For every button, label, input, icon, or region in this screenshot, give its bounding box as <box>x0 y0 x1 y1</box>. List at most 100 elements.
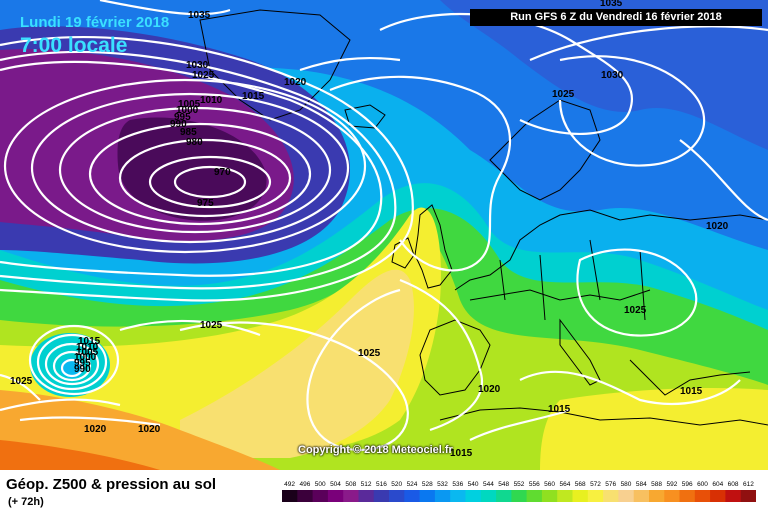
scale-tick-label: 548 <box>498 481 509 488</box>
scale-swatch <box>679 490 696 502</box>
isobar-small-low-1 <box>60 358 84 378</box>
scale-swatch <box>434 490 451 502</box>
scale-tick-label: 520 <box>391 481 402 488</box>
isobar-1015-south <box>469 408 571 441</box>
isobar-1020-west <box>0 398 121 412</box>
scale-tick-label: 552 <box>514 481 525 488</box>
scale-tick-label: 588 <box>651 481 662 488</box>
scale-tick-label: 540 <box>468 481 479 488</box>
forecast-date: Lundi 19 février 2018 <box>20 14 170 31</box>
scale-swatch <box>633 490 650 502</box>
isobar-label: 1020 <box>138 424 161 435</box>
scale-swatch <box>572 490 589 502</box>
isobar-label: 1025 <box>358 348 381 359</box>
scale-tick-label: 596 <box>682 481 693 488</box>
geopotential-band-deep-blue <box>440 0 768 150</box>
isobar-label: 1030 <box>186 60 209 71</box>
scale-tick-label: 508 <box>345 481 356 488</box>
scale-swatch <box>465 490 482 502</box>
isobar-small-low-4 <box>36 333 108 391</box>
isobar-1020-north <box>299 56 401 72</box>
scale-swatch <box>526 490 543 502</box>
copyright-notice: Copyright © 2018 Meteociel.fr <box>298 444 453 456</box>
isobar-label: 1015 <box>78 336 101 347</box>
isobar-small-low-2 <box>52 350 92 382</box>
isobar-1025-atlantic <box>179 288 409 452</box>
isobar-1015-mediterranean <box>519 370 741 406</box>
scale-swatch <box>419 490 436 502</box>
isobar-label: 985 <box>180 127 197 138</box>
isobar-1015 <box>0 36 414 302</box>
geopotential-band-red-orange <box>0 440 160 470</box>
isobar-small-low-5 <box>28 324 120 396</box>
isobar-1015-west <box>119 319 261 337</box>
legend-title: Géop. Z500 & pression au sol <box>6 476 217 493</box>
isobar-label: 1025 <box>624 305 647 316</box>
geopotential-band-light-yellow <box>180 269 414 458</box>
isobar-1030-scandinavia <box>558 55 706 167</box>
coastline-europe <box>454 209 768 291</box>
isobar-1025-central <box>576 248 698 337</box>
isobar-970 <box>173 165 247 199</box>
scale-swatch <box>725 490 742 502</box>
isobar-label: 1035 <box>600 0 623 9</box>
scale-tick-label: 564 <box>559 481 570 488</box>
scale-tick-label: 600 <box>697 481 708 488</box>
isobar-label: 990 <box>170 119 187 130</box>
scale-swatch <box>373 490 390 502</box>
isobar-label: 990 <box>74 364 91 375</box>
isobar-label: 1005 <box>178 99 201 110</box>
color-scale: 492 496 500 504 508 512 516 520 524 528 532 536 540 5… <box>282 481 756 502</box>
isobar-label: 1000 <box>176 105 199 116</box>
scale-tick-label: 492 <box>284 481 295 488</box>
scale-tick-label: 532 <box>437 481 448 488</box>
scale-swatch <box>312 490 329 502</box>
scale-tick-label: 544 <box>483 481 494 488</box>
geopotential-band-east-yellow <box>540 388 768 470</box>
scale-tick-label: 512 <box>361 481 372 488</box>
isobar-label: 1025 <box>10 376 33 387</box>
scale-tick-label: 496 <box>299 481 310 488</box>
scale-swatch <box>450 490 466 502</box>
coastline-north-africa <box>439 407 768 426</box>
isobar-label: 995 <box>174 112 191 123</box>
scale-swatch <box>511 490 528 502</box>
pressure-map: 1035 1030 1025 1020 1015 1010 1005 1000 … <box>0 0 768 470</box>
scale-swatch <box>327 490 344 502</box>
isobar-985 <box>88 122 312 226</box>
scale-swatch <box>603 490 619 502</box>
scale-tick-label: 604 <box>712 481 723 488</box>
scale-swatch <box>343 490 359 502</box>
scale-swatch <box>389 490 405 502</box>
isobar-label: 980 <box>186 137 203 148</box>
scale-tick-label: 584 <box>636 481 647 488</box>
scale-swatch <box>358 490 375 502</box>
scale-swatch <box>694 490 711 502</box>
scale-tick-label: 592 <box>666 481 677 488</box>
isobar-label: 1025 <box>552 89 575 100</box>
forecast-lead-time: (+ 72h) <box>8 496 44 508</box>
isobar-label: 1015 <box>680 386 703 397</box>
isobar-label: 1020 <box>84 424 107 435</box>
scale-swatch <box>282 490 298 502</box>
scale-tick-label: 504 <box>330 481 341 488</box>
coastline-scandinavia <box>489 99 601 201</box>
isobar-1020-europe <box>399 278 483 432</box>
scale-tick-label: 536 <box>452 481 463 488</box>
isobar-label: 1010 <box>200 95 223 106</box>
coastline-iberia <box>419 319 491 396</box>
scale-tick-label: 612 <box>743 481 754 488</box>
isobar-1035-north <box>99 0 231 16</box>
scale-swatch <box>710 490 726 502</box>
isobar-label: 1020 <box>478 384 501 395</box>
scale-tick-label: 568 <box>575 481 586 488</box>
scale-swatch <box>404 490 421 502</box>
scale-tick-label: 528 <box>422 481 433 488</box>
scale-tick-label: 576 <box>605 481 616 488</box>
model-run-label: Run GFS 6 Z du Vendredi 16 février 2018 <box>470 9 762 26</box>
scale-swatch <box>557 490 573 502</box>
scale-swatch <box>587 490 604 502</box>
coastline-britain <box>414 204 453 289</box>
isobar-label: 1000 <box>74 352 97 363</box>
